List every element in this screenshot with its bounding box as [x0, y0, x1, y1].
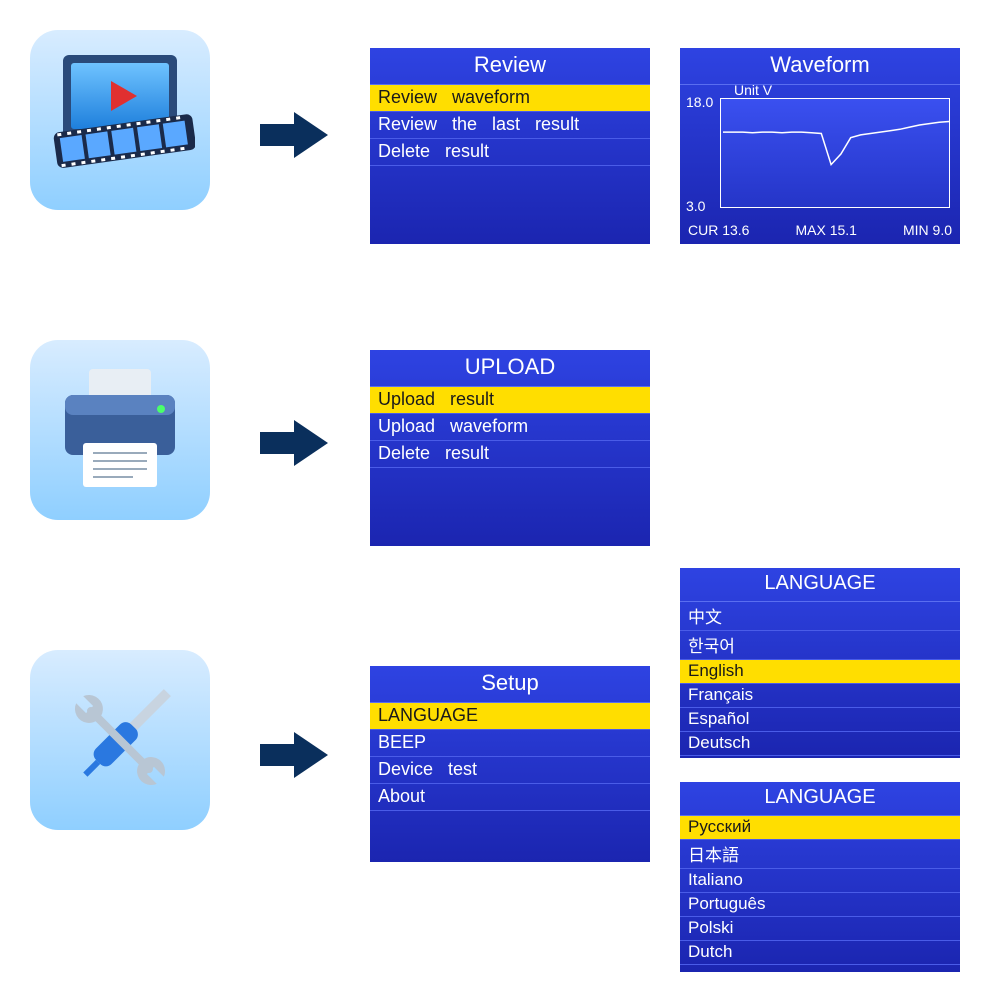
lang1-item-0[interactable]: 中文	[680, 602, 960, 631]
lang2-item-1[interactable]: 日本語	[680, 840, 960, 869]
arrow-icon	[260, 418, 330, 468]
setup-item-3[interactable]: About	[370, 784, 650, 811]
review-icon-tile	[30, 30, 210, 210]
upload-item-2[interactable]: Delete result	[370, 441, 650, 468]
waveform-chart	[720, 98, 950, 208]
review-item-1[interactable]: Review the last result	[370, 112, 650, 139]
waveform-line	[721, 99, 951, 209]
tools-icon	[45, 665, 195, 815]
lang1-item-1[interactable]: 한국어	[680, 631, 960, 660]
lang2-item-4[interactable]: Polski	[680, 917, 960, 941]
setup-panel-title: Setup	[370, 666, 650, 703]
arrow-icon	[260, 110, 330, 160]
review-panel-title: Review	[370, 48, 650, 85]
language-panel-1: LANGUAGE 中文한국어EnglishFrançaisEspañolDeut…	[680, 568, 960, 758]
lang1-item-4[interactable]: Español	[680, 708, 960, 732]
setup-icon-tile	[30, 650, 210, 830]
lang2-item-5[interactable]: Dutch	[680, 941, 960, 965]
setup-item-2[interactable]: Device test	[370, 757, 650, 784]
media-player-icon	[45, 45, 195, 195]
lang2-item-2[interactable]: Italiano	[680, 869, 960, 893]
waveform-ymax-label: 18.0	[686, 94, 713, 110]
review-item-0[interactable]: Review waveform	[370, 85, 650, 112]
waveform-panel: Waveform Unit V 18.0 3.0 CUR 13.6 MAX 15…	[680, 48, 960, 244]
waveform-max: MAX 15.1	[795, 222, 856, 238]
waveform-min: MIN 9.0	[903, 222, 952, 238]
language-panel-1-title: LANGUAGE	[680, 568, 960, 602]
review-panel: Review Review waveformReview the last re…	[370, 48, 650, 244]
upload-panel: UPLOAD Upload resultUpload waveformDelet…	[370, 350, 650, 546]
upload-item-0[interactable]: Upload result	[370, 387, 650, 414]
setup-item-1[interactable]: BEEP	[370, 730, 650, 757]
upload-icon-tile	[30, 340, 210, 520]
setup-panel: Setup LANGUAGEBEEPDevice testAbout	[370, 666, 650, 862]
language-panel-2: LANGUAGE Русский日本語ItalianoPortuguêsPols…	[680, 782, 960, 972]
upload-item-1[interactable]: Upload waveform	[370, 414, 650, 441]
arrow-icon	[260, 730, 330, 780]
lang1-item-3[interactable]: Français	[680, 684, 960, 708]
language-panel-2-title: LANGUAGE	[680, 782, 960, 816]
printer-icon	[45, 355, 195, 505]
lang2-item-3[interactable]: Português	[680, 893, 960, 917]
waveform-unit-label: Unit V	[734, 82, 772, 98]
lang1-item-2[interactable]: English	[680, 660, 960, 684]
waveform-panel-title: Waveform	[680, 48, 960, 85]
waveform-stats: CUR 13.6 MAX 15.1 MIN 9.0	[688, 222, 952, 238]
review-item-2[interactable]: Delete result	[370, 139, 650, 166]
setup-item-0[interactable]: LANGUAGE	[370, 703, 650, 730]
upload-panel-title: UPLOAD	[370, 350, 650, 387]
lang1-item-5[interactable]: Deutsch	[680, 732, 960, 756]
lang2-item-0[interactable]: Русский	[680, 816, 960, 840]
waveform-ymin-label: 3.0	[686, 198, 705, 214]
waveform-cur: CUR 13.6	[688, 222, 749, 238]
